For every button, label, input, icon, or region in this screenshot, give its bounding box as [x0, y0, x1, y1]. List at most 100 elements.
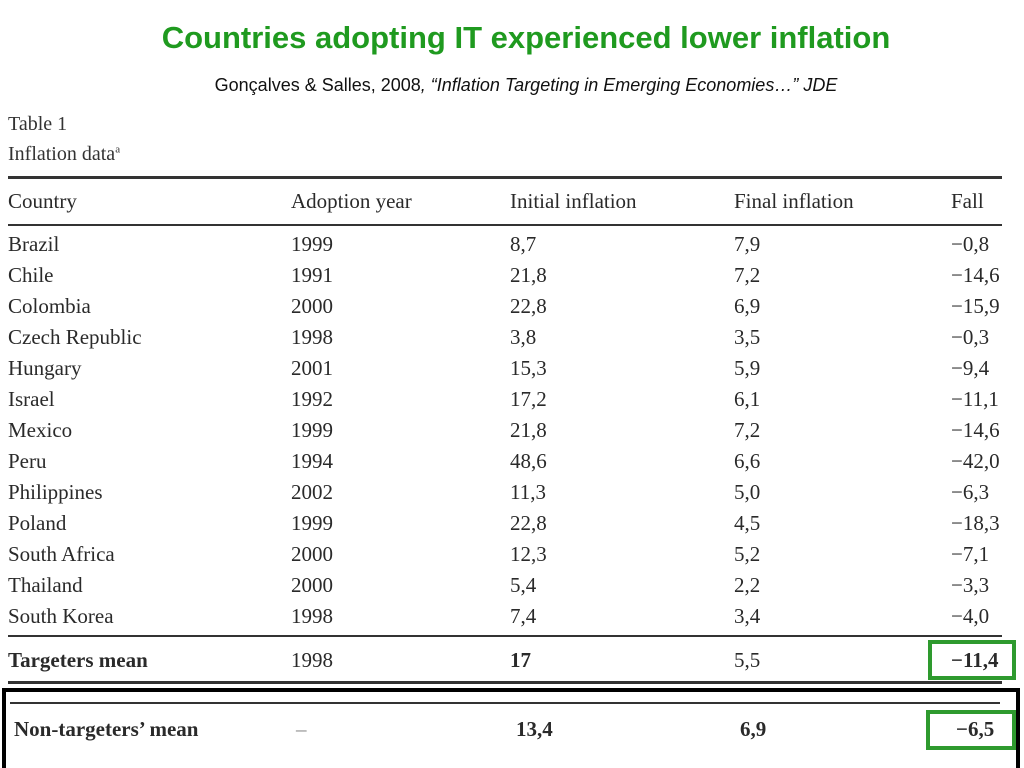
table-caption-number: Table 1 — [8, 113, 68, 135]
table-row: Mexico 1999 21,8 7,2 −14,6 — [0, 418, 1024, 448]
slide-title: Countries adopting IT experienced lower … — [161, 20, 891, 55]
slide-citation: Gonçalves & Salles, 2008, “Inflation Tar… — [0, 75, 1024, 96]
header-rule — [8, 224, 1002, 226]
cell-country: Mexico — [8, 418, 73, 442]
cell-fall: −18,3 — [951, 511, 1000, 535]
table-row: South Africa 2000 12,3 5,2 −7,1 — [0, 542, 1024, 572]
table-caption-footnote-mark: a — [115, 143, 121, 156]
table-row: Colombia 2000 22,8 6,9 −15,9 — [0, 294, 1024, 324]
cell-country: Poland — [8, 511, 67, 535]
cell-final-inflation: 6,9 — [734, 294, 761, 318]
targeters-mean-year: 1998 — [291, 648, 333, 672]
cell-country: South Africa — [8, 542, 115, 566]
table-row: Brazil 1999 8,7 7,9 −0,8 — [0, 232, 1024, 262]
table-caption-text: Inflation data — [8, 143, 116, 165]
non-targeters-fall-highlight-box — [926, 710, 1016, 750]
cell-adoption-year: 1994 — [291, 449, 333, 473]
citation-authors: Gonçalves & Salles, 2008 — [214, 75, 421, 95]
cell-initial-inflation: 15,3 — [510, 356, 547, 380]
table-row: Peru 1994 48,6 6,6 −42,0 — [0, 449, 1024, 479]
targeters-mean-row: Targeters mean 1998 17 5,5 −11,4 — [0, 648, 1024, 678]
cell-country: Thailand — [8, 573, 83, 597]
cell-fall: −9,4 — [951, 356, 990, 380]
header-adoption-year: Adoption year — [291, 189, 412, 213]
targeters-mean-label: Targeters mean — [8, 648, 148, 672]
non-targeters-mean-fall: −6,5 — [956, 717, 995, 741]
cell-initial-inflation: 21,8 — [510, 418, 547, 442]
table-row: Thailand 2000 5,4 2,2 −3,3 — [0, 573, 1024, 603]
cell-final-inflation: 5,0 — [734, 480, 761, 504]
cell-adoption-year: 1999 — [291, 418, 333, 442]
cell-fall: −14,6 — [951, 418, 1000, 442]
cell-initial-inflation: 21,8 — [510, 263, 547, 287]
cell-fall: −6,3 — [951, 480, 990, 504]
header-fall: Fall — [951, 189, 984, 213]
cell-initial-inflation: 48,6 — [510, 449, 547, 473]
cell-country: Chile — [8, 263, 54, 287]
citation-article: “Inflation Targeting in Emerging Economi… — [430, 75, 799, 95]
cell-initial-inflation: 5,4 — [510, 573, 537, 597]
non-targeters-mean-label: Non-targeters’ mean — [14, 717, 199, 741]
cell-adoption-year: 1998 — [291, 604, 333, 628]
cell-initial-inflation: 7,4 — [510, 604, 537, 628]
cell-adoption-year: 1998 — [291, 325, 333, 349]
non-targeters-emphasis-box — [2, 688, 1020, 768]
targeters-mean-final: 5,5 — [734, 648, 761, 672]
cell-adoption-year: 2002 — [291, 480, 333, 504]
cell-country: Hungary — [8, 356, 82, 380]
cell-final-inflation: 4,5 — [734, 511, 761, 535]
cell-initial-inflation: 3,8 — [510, 325, 537, 349]
table-row: South Korea 1998 7,4 3,4 −4,0 — [0, 604, 1024, 634]
table-row: Philippines 2002 11,3 5,0 −6,3 — [0, 480, 1024, 510]
cell-fall: −7,1 — [951, 542, 990, 566]
cell-adoption-year: 1999 — [291, 232, 333, 256]
body-bottom-rule — [8, 635, 1002, 637]
cell-country: Czech Republic — [8, 325, 142, 349]
cell-fall: −42,0 — [951, 449, 1000, 473]
cell-final-inflation: 6,1 — [734, 387, 761, 411]
targeters-mean-initial: 17 — [510, 648, 531, 672]
non-targeters-mean-initial: 13,4 — [516, 717, 553, 741]
targeters-mean-fall: −11,4 — [951, 648, 999, 672]
cell-adoption-year: 2000 — [291, 573, 333, 597]
cell-fall: −11,1 — [951, 387, 999, 411]
citation-journal: JDE — [803, 75, 838, 95]
cell-fall: −0,8 — [951, 232, 990, 256]
cell-initial-inflation: 8,7 — [510, 232, 537, 256]
table-header-row: Country Adoption year Initial inflation … — [0, 189, 1024, 219]
cell-final-inflation: 7,9 — [734, 232, 761, 256]
cell-final-inflation: 7,2 — [734, 263, 761, 287]
cell-final-inflation: 5,2 — [734, 542, 761, 566]
non-targeters-mean-final: 6,9 — [740, 717, 767, 741]
non-targeters-mean-row: Non-targeters’ mean – 13,4 6,9 −6,5 — [0, 717, 1024, 747]
cell-fall: −14,6 — [951, 263, 1000, 287]
cell-country: Colombia — [8, 294, 91, 318]
table-row: Czech Republic 1998 3,8 3,5 −0,3 — [0, 325, 1024, 355]
cell-final-inflation: 6,6 — [734, 449, 761, 473]
table-caption-title: Inflation dataa — [8, 143, 120, 166]
cell-fall: −3,3 — [951, 573, 990, 597]
cell-final-inflation: 3,4 — [734, 604, 761, 628]
header-initial-inflation: Initial inflation — [510, 189, 637, 213]
cell-fall: −0,3 — [951, 325, 990, 349]
citation-separator: , — [420, 75, 431, 95]
header-final-inflation: Final inflation — [734, 189, 854, 213]
cell-adoption-year: 2000 — [291, 294, 333, 318]
cell-country: Brazil — [8, 232, 60, 256]
table-row: Chile 1991 21,8 7,2 −14,6 — [0, 263, 1024, 293]
cell-adoption-year: 2001 — [291, 356, 333, 380]
non-targeters-top-rule — [10, 702, 1000, 704]
header-country: Country — [8, 189, 77, 213]
targeters-fall-highlight-box — [928, 640, 1016, 680]
cell-initial-inflation: 11,3 — [510, 480, 546, 504]
cell-final-inflation: 7,2 — [734, 418, 761, 442]
cell-final-inflation: 3,5 — [734, 325, 761, 349]
cell-final-inflation: 2,2 — [734, 573, 761, 597]
cell-adoption-year: 1999 — [291, 511, 333, 535]
cell-adoption-year: 2000 — [291, 542, 333, 566]
targeters-bottom-rule — [8, 681, 1002, 684]
cell-country: Philippines — [8, 480, 103, 504]
table-row: Israel 1992 17,2 6,1 −11,1 — [0, 387, 1024, 417]
cell-country: South Korea — [8, 604, 114, 628]
cell-final-inflation: 5,9 — [734, 356, 761, 380]
